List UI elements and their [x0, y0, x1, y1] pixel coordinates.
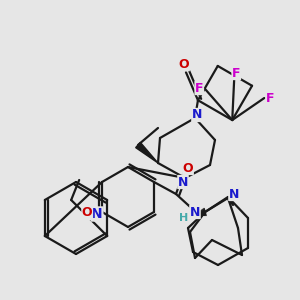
Polygon shape: [136, 142, 158, 163]
Text: N: N: [229, 188, 239, 200]
Text: N: N: [178, 176, 188, 188]
Text: H: H: [179, 213, 189, 223]
Text: N: N: [190, 206, 200, 218]
Text: N: N: [192, 109, 202, 122]
Text: N: N: [91, 207, 103, 221]
Text: F: F: [232, 67, 241, 80]
Text: O: O: [183, 161, 193, 175]
Text: O: O: [178, 58, 189, 71]
Text: O: O: [82, 206, 92, 220]
Text: F: F: [195, 82, 203, 94]
Text: F: F: [266, 92, 275, 104]
